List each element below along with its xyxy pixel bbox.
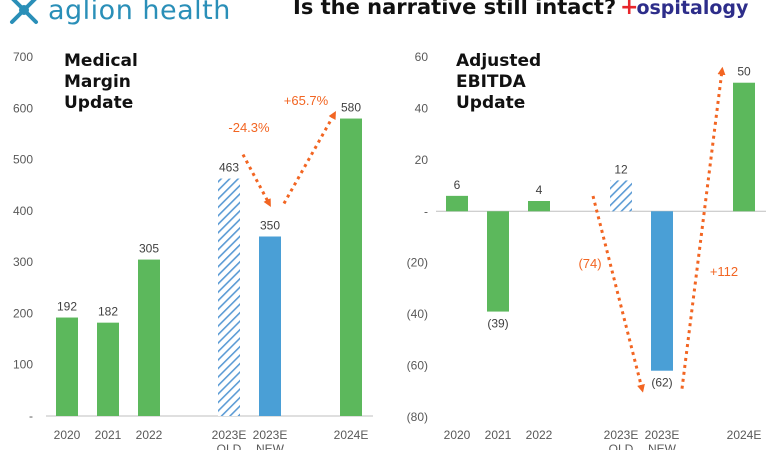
margin-value-label: 350 xyxy=(260,219,280,233)
ebitda-value-label: (62) xyxy=(651,376,672,390)
page-headline: Is the narrative still intact? xyxy=(293,0,617,19)
ebitda-value-label: 50 xyxy=(737,65,751,79)
ebitda-bar xyxy=(610,180,632,212)
ebitda-bar xyxy=(487,211,509,312)
ebitda-value-label: 6 xyxy=(454,178,461,192)
margin-bar xyxy=(340,118,362,417)
margin-y-tick-label: 100 xyxy=(13,358,33,372)
margin-bar xyxy=(138,259,160,416)
margin-chart-title-line: Update xyxy=(64,93,133,113)
margin-y-tick-label: 400 xyxy=(13,204,33,218)
margin-y-tick-label: 600 xyxy=(13,101,33,115)
hospitalogy-logo: + ospitalogy xyxy=(620,0,748,20)
margin-bar xyxy=(97,322,119,416)
margin-category-label: 2023E xyxy=(253,428,288,442)
ebitda-category-label: 2023E xyxy=(645,428,680,442)
margin-chart-title-line: Medical xyxy=(64,51,138,71)
ebitda-bar xyxy=(528,201,550,212)
ebitda-category-label: 2024E xyxy=(727,428,762,442)
ebitda-category-label: 2022 xyxy=(526,428,553,442)
ebitda-chart-title-line: Adjusted xyxy=(456,51,541,71)
ebitda-y-tick-label: 60 xyxy=(415,50,429,64)
ebitda-decline-annotation: (74) xyxy=(578,256,601,271)
margin-value-label: 463 xyxy=(219,161,239,175)
margin-bar xyxy=(259,236,281,416)
margin-value-label: 192 xyxy=(57,300,77,314)
margin-y-tick-label: 500 xyxy=(13,153,33,167)
ebitda-chart-title-line: Update xyxy=(456,93,525,113)
ebitda-increase-annotation: +112 xyxy=(710,264,738,279)
ebitda-y-tick-label: 20 xyxy=(415,153,429,167)
ebitda-bar xyxy=(446,195,468,212)
margin-y-tick-label: 200 xyxy=(13,306,33,320)
margin-decline-arrow xyxy=(241,153,271,208)
margin-decline-annotation: -24.3% xyxy=(228,120,270,135)
ebitda-value-label: (39) xyxy=(487,317,508,331)
margin-category-label: 2021 xyxy=(95,428,122,442)
margin-category-label: 2023E xyxy=(212,428,247,442)
margin-value-label: 305 xyxy=(139,242,159,256)
ebitda-bar xyxy=(733,82,755,212)
ebitda-category-label: OLD xyxy=(609,442,634,450)
ebitda-bar xyxy=(651,211,673,371)
ebitda-category-label: NEW xyxy=(648,442,677,450)
aglion-health-logo: aglion health xyxy=(4,0,231,30)
margin-category-label: NEW xyxy=(256,442,285,450)
ebitda-category-label: 2023E xyxy=(604,428,639,442)
ebitda-increase-arrow xyxy=(680,66,726,389)
ebitda-y-tick-label: (20) xyxy=(407,256,428,270)
ebitda-category-label: 2021 xyxy=(485,428,512,442)
ebitda-y-tick-label: (40) xyxy=(407,307,428,321)
margin-category-label: OLD xyxy=(217,442,242,450)
ebitda-value-label: 12 xyxy=(614,162,628,176)
margin-y-tick-label: 300 xyxy=(13,255,33,269)
margin-increase-arrow xyxy=(282,111,336,205)
ebitda-chart-title-line: EBITDA xyxy=(456,72,527,92)
hospitalogy-plus-icon: + xyxy=(620,0,639,20)
hospitalogy-logo-text: ospitalogy xyxy=(636,0,749,19)
margin-y-tick-label: 700 xyxy=(13,50,33,64)
ebitda-category-label: 2020 xyxy=(444,428,471,442)
margin-bar xyxy=(56,317,78,416)
ebitda-y-tick-label: (80) xyxy=(407,410,428,424)
ebitda-y-tick-label: (60) xyxy=(407,359,428,373)
margin-increase-annotation: +65.7% xyxy=(284,93,329,108)
margin-bar xyxy=(218,178,240,416)
ebitda-y-tick-label: 40 xyxy=(415,101,429,115)
margin-category-label: 2020 xyxy=(54,428,81,442)
ebitda-y-tick-label: - xyxy=(424,204,428,218)
margin-value-label: 182 xyxy=(98,305,118,319)
margin-category-label: 2022 xyxy=(136,428,163,442)
margin-value-label: 580 xyxy=(341,101,361,115)
margin-y-tick-label: - xyxy=(29,409,33,423)
ebitda-value-label: 4 xyxy=(536,183,543,197)
ebitda-decline-arrow xyxy=(591,195,645,393)
margin-category-label: 2024E xyxy=(334,428,369,442)
aglion-cross-icon xyxy=(10,0,38,24)
margin-chart-title-line: Margin xyxy=(64,72,131,92)
aglion-health-logo-text: aglion health xyxy=(48,0,231,26)
header: aglion health Is the narrative still int… xyxy=(0,0,780,26)
